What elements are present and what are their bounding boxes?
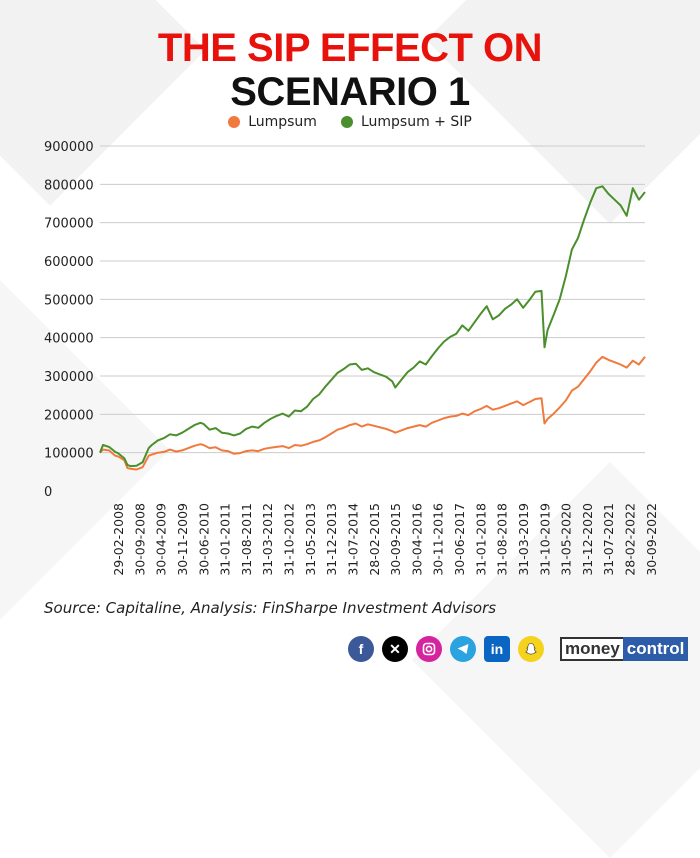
series-line-lumpsum: [99, 355, 646, 471]
x-tick-label: 30-11-2009: [175, 503, 190, 576]
chart-title-line2: SCENARIO 1: [230, 70, 470, 114]
x-tick-label: 30-09-2022: [644, 503, 659, 576]
y-tick-label: 400000: [44, 332, 94, 347]
x-tick-label: 31-12-2013: [324, 503, 339, 576]
chart-title-line1: THE SIP EFFECT ON: [157, 26, 543, 70]
x-tick-label: 31-01-2018: [473, 503, 488, 576]
y-tick-label: 100000: [44, 447, 94, 462]
line-chart: 0 100000 200000 300000 400000 500000 600000 700…: [44, 140, 659, 576]
x-tick-label: 31-07-2021: [601, 503, 616, 576]
y-tick-label: 900000: [44, 140, 94, 155]
legend-item-lumpsum: Lumpsum: [228, 114, 317, 130]
legend-item-lumpsum-sip: Lumpsum + SIP: [340, 114, 472, 130]
instagram-icon[interactable]: [416, 636, 442, 662]
x-tick-label: 31-10-2019: [537, 503, 552, 576]
series-line-lumpsum-sip: [99, 185, 646, 468]
x-tick-label: 30-09-2008: [132, 503, 147, 576]
x-icon[interactable]: ✕: [382, 636, 408, 662]
x-tick-label: 31-05-2020: [559, 503, 574, 576]
x-tick-label: 31-03-2019: [516, 503, 531, 576]
y-tick-label: 600000: [44, 255, 94, 270]
legend-dot-lumpsum: [228, 116, 241, 128]
moneycontrol-logo[interactable]: money control: [560, 637, 689, 661]
snapchat-icon[interactable]: [518, 636, 544, 662]
x-tick-label: 29-02-2008: [111, 503, 126, 576]
x-tick-label: 30-06-2010: [196, 503, 211, 576]
x-tick-label: 30-04-2016: [409, 503, 424, 576]
logo-part-control: control: [622, 637, 689, 661]
facebook-icon[interactable]: f: [348, 636, 374, 662]
legend-label-lumpsum: Lumpsum: [248, 114, 317, 130]
chart-legend: Lumpsum Lumpsum + SIP: [0, 114, 700, 130]
y-tick-label: 300000: [44, 370, 94, 385]
x-tick-label: 31-03-2012: [260, 503, 275, 576]
x-tick-label: 31-08-2011: [239, 503, 254, 576]
y-tick-label: 200000: [44, 408, 94, 423]
y-tick-label: 700000: [44, 217, 94, 232]
legend-label-lumpsum-sip: Lumpsum + SIP: [360, 114, 472, 130]
x-tick-label: 31-05-2013: [303, 503, 318, 576]
y-tick-label: 800000: [44, 178, 94, 193]
y-tick-label: 0: [44, 485, 52, 500]
x-tick-label: 31-10-2012: [282, 503, 297, 576]
footer-bar: f ✕ in money control: [348, 636, 689, 662]
x-tick-label: 28-02-2015: [367, 503, 382, 576]
x-tick-label: 31-07-2014: [345, 503, 360, 576]
x-tick-label: 31-08-2018: [495, 503, 510, 576]
x-tick-label: 30-06-2017: [452, 503, 467, 576]
linkedin-icon[interactable]: in: [484, 636, 510, 662]
x-tick-label: 31-12-2020: [580, 503, 595, 576]
logo-part-money: money: [560, 637, 623, 661]
source-note: Source: Capitaline, Analysis: FinSharpe …: [44, 599, 497, 617]
legend-dot-lumpsum-sip: [340, 116, 353, 128]
x-tick-label: 30-11-2016: [431, 503, 446, 576]
x-tick-label: 30-04-2009: [154, 503, 169, 576]
y-tick-label: 500000: [44, 293, 94, 308]
telegram-icon[interactable]: [450, 636, 476, 662]
x-tick-label: 30-09-2015: [388, 503, 403, 576]
x-tick-label: 31-01-2011: [218, 503, 233, 576]
x-tick-label: 28-02-2022: [623, 503, 638, 576]
